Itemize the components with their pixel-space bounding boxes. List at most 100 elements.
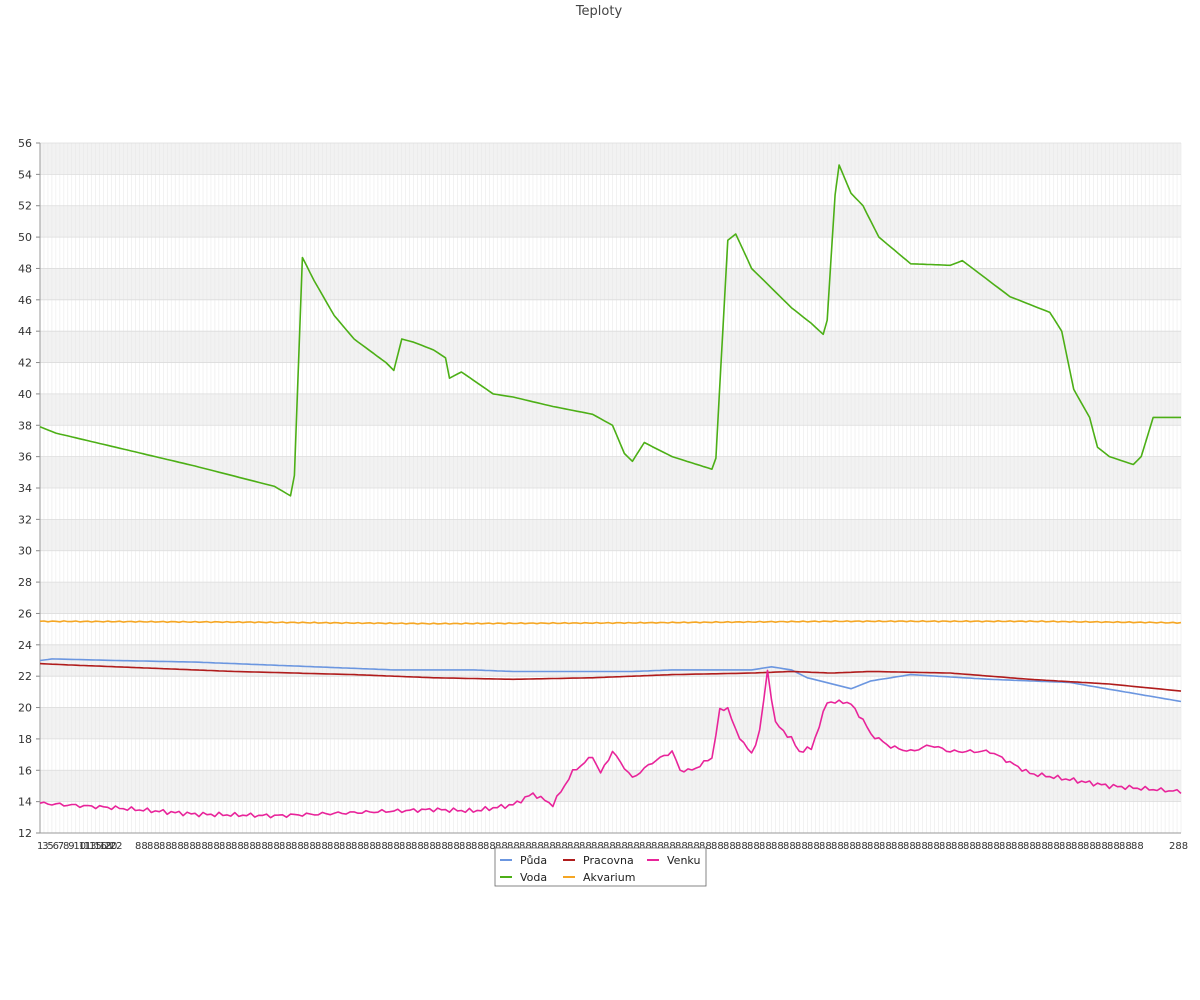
- x-tick-label-filler: 88: [939, 841, 952, 852]
- x-tick-label-filler: 88: [879, 841, 892, 852]
- grid-bands: [40, 143, 1181, 802]
- x-tick-label: 13: [84, 841, 97, 852]
- x-tick-label: 10: [73, 841, 86, 852]
- y-tick-label: 42: [18, 357, 32, 370]
- x-tick-label-filler: 88: [483, 841, 496, 852]
- x-tick-label-filler: 88: [1119, 841, 1132, 852]
- legend-label: Voda: [520, 871, 547, 884]
- legend-label: Půda: [520, 854, 547, 867]
- x-tick-label: 7: [58, 841, 64, 852]
- y-tick-label: 16: [18, 764, 32, 777]
- y-tick-label: 18: [18, 733, 32, 746]
- x-tick-label: 9: [68, 841, 74, 852]
- x-tick-label-filler: 88: [723, 841, 736, 852]
- x-tick-label-filler: 88: [447, 841, 460, 852]
- y-tick-label: 36: [18, 451, 32, 464]
- series-line-půda: [39, 658, 1182, 703]
- x-tick-label-filler: 88: [135, 841, 148, 852]
- x-tick-label-filler: 88: [843, 841, 856, 852]
- x-tick-label-filler: 88: [219, 841, 232, 852]
- x-tick-label-filler: 88: [951, 841, 964, 852]
- x-tick-label-filler: 88: [423, 841, 436, 852]
- x-tick-label-filler: 88: [603, 841, 616, 852]
- x-tick-label-filler: 88: [411, 841, 424, 852]
- x-tick-label-filler: 88: [747, 841, 760, 852]
- x-tick-label: 20: [105, 841, 118, 852]
- y-tick-label: 40: [18, 388, 32, 401]
- grid-band: [40, 770, 1181, 802]
- x-tick-label-filler: 88: [459, 841, 472, 852]
- y-tick-label: 30: [18, 545, 32, 558]
- x-tick-label-filler: 88: [363, 841, 376, 852]
- series-line-voda: [39, 164, 1181, 497]
- series-lines: [39, 164, 1182, 819]
- x-tick-label: 1: [37, 841, 43, 852]
- horizontal-grid: [36, 142, 1181, 834]
- x-tick-label-filler: 88: [231, 841, 244, 852]
- x-tick-label-filler: 88: [1011, 841, 1024, 852]
- x-tick-label: 16: [94, 841, 107, 852]
- x-tick-label-filler: 88: [615, 841, 628, 852]
- x-tick-label-filler: 88: [987, 841, 1000, 852]
- y-tick-labels: 12 14 16 18 20 22 24 26 28 30 32 34 36 38 40 42 44 46 48 50…: [18, 137, 32, 840]
- y-tick-label: 28: [18, 576, 32, 589]
- x-tick-label-filler: 88: [1095, 841, 1108, 852]
- x-tick-label: 15: [89, 841, 102, 852]
- x-tick-label: 8: [63, 841, 69, 852]
- y-tick-label: 32: [18, 513, 32, 526]
- legend-label: Venku: [667, 854, 700, 867]
- chart-title: Teploty: [575, 4, 623, 19]
- x-tick-label-filler: 88: [687, 841, 700, 852]
- x-tick-label-filler: 88: [579, 841, 592, 852]
- x-tick-label: 5: [47, 841, 53, 852]
- y-tick-label: 50: [18, 231, 32, 244]
- x-tick-label-filler: 88: [471, 841, 484, 852]
- legend-box: [494, 847, 707, 887]
- x-tick-label-filler: 88: [735, 841, 748, 852]
- x-tick-label-filler: 88: [399, 841, 412, 852]
- x-tick-label: 18: [99, 841, 112, 852]
- x-tick-label-filler: 88: [1071, 841, 1084, 852]
- x-tick-label-filler: 88: [651, 841, 664, 852]
- x-tick-label-filler: 88: [1023, 841, 1036, 852]
- x-tick-label-filler: 88: [867, 841, 880, 852]
- x-tick-label-filler: 88: [1083, 841, 1096, 852]
- x-tick-label-filler: 88: [675, 841, 688, 852]
- series-line-pracovna: [39, 662, 1182, 692]
- y-tick-label: 48: [18, 262, 32, 275]
- x-tick-label: 11: [79, 841, 92, 852]
- x-tick-label-filler: 88: [183, 841, 196, 852]
- x-tick-label-filler: 88: [975, 841, 988, 852]
- series-line-venku: [39, 669, 1182, 819]
- x-tick-label-filler: 88: [627, 841, 640, 852]
- y-tick-label: 34: [18, 482, 32, 495]
- x-tick-label-filler: 88: [891, 841, 904, 852]
- legend: Půda Pracovna Venku Voda Akvarium: [494, 847, 707, 887]
- y-tick-label: 22: [18, 670, 32, 683]
- grid-band: [40, 519, 1181, 551]
- x-tick-label-filler: 88: [711, 841, 724, 852]
- grid-band: [40, 331, 1181, 363]
- x-tick-label-filler: 88: [435, 841, 448, 852]
- x-tick-label-filler: 88: [903, 841, 916, 852]
- y-tick-label: 44: [18, 325, 32, 338]
- x-tick-label-filler: 88: [759, 841, 772, 852]
- y-tick-label: 14: [18, 796, 32, 809]
- y-tick-label: 12: [18, 827, 32, 840]
- x-tick-label-filler: 88: [591, 841, 604, 852]
- y-tick-label: 20: [18, 702, 32, 715]
- x-tick-label-filler: 88: [315, 841, 328, 852]
- x-tick-label-filler: 88: [999, 841, 1012, 852]
- x-tick-label-filler: 88: [795, 841, 808, 852]
- x-tick-label-filler: 88: [207, 841, 220, 852]
- x-tick-label-filler: 88: [303, 841, 316, 852]
- x-tick-label-filler: 88: [171, 841, 184, 852]
- grid-band: [40, 205, 1181, 238]
- x-tick-label-filler: 88: [291, 841, 304, 852]
- grid-band: [40, 393, 1181, 426]
- x-tick-label-filler: 88: [699, 841, 712, 852]
- y-tick-label: 26: [18, 607, 32, 620]
- x-tick-label-filler: 88: [339, 841, 352, 852]
- x-tick-label-filler: 88: [807, 841, 820, 852]
- x-tick-label-filler: 88: [783, 841, 796, 852]
